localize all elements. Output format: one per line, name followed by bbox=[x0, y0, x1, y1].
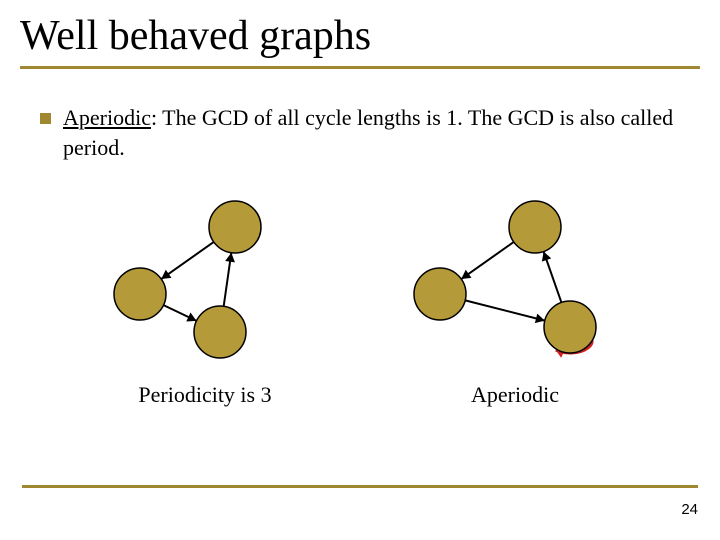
footer-line bbox=[22, 485, 698, 488]
page-number: 24 bbox=[681, 501, 698, 518]
bullet-rest: : The GCD of all cycle lengths is 1. The… bbox=[63, 105, 673, 160]
title-underline bbox=[20, 66, 700, 69]
diagram-left bbox=[90, 192, 320, 362]
bullet-text: Aperiodic: The GCD of all cycle lengths … bbox=[63, 103, 680, 162]
diagram-right bbox=[400, 192, 630, 362]
diagram-right-block: Aperiodic bbox=[400, 192, 630, 408]
bullet-lead: Aperiodic bbox=[63, 105, 151, 130]
bullet-item: Aperiodic: The GCD of all cycle lengths … bbox=[40, 103, 680, 162]
caption-right: Aperiodic bbox=[471, 382, 559, 408]
diagram-left-block: Periodicity is 3 bbox=[90, 192, 320, 408]
caption-left: Periodicity is 3 bbox=[138, 382, 271, 408]
page-title: Well behaved graphs bbox=[20, 12, 700, 60]
bullet-icon bbox=[40, 113, 51, 124]
